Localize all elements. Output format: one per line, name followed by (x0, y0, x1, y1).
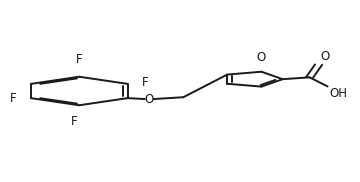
Text: OH: OH (329, 87, 347, 100)
Text: O: O (144, 92, 154, 106)
Text: F: F (76, 53, 82, 66)
Text: F: F (142, 76, 149, 89)
Text: O: O (320, 50, 330, 63)
Text: F: F (10, 92, 17, 105)
Text: F: F (71, 115, 77, 128)
Text: O: O (257, 51, 266, 64)
